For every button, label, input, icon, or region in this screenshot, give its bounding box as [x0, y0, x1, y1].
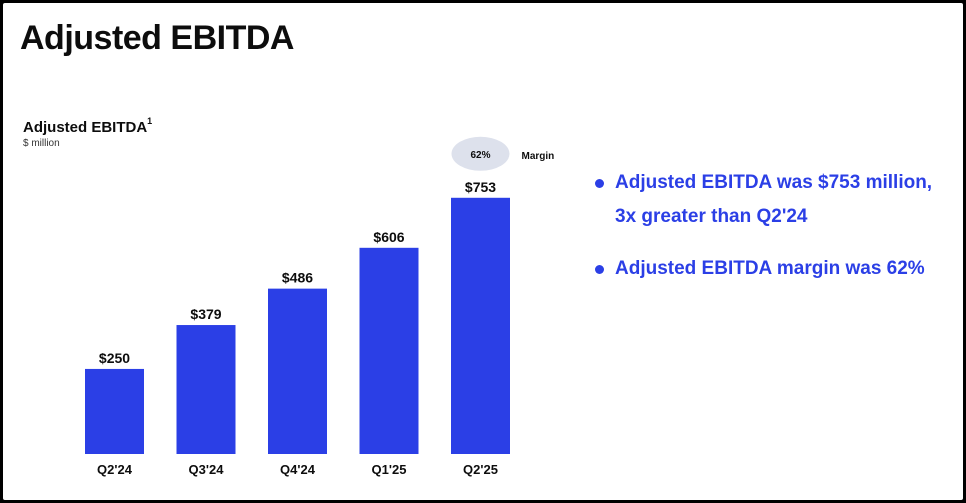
bullet-dot-icon: [595, 265, 604, 274]
chart-title-footnote: 1: [147, 116, 153, 126]
bar-2: [268, 288, 327, 454]
x-tick-label-1: Q3'24: [189, 462, 225, 477]
bullet-text: Adjusted EBITDA was $753 million, 3x gre…: [615, 172, 933, 227]
x-tick-label-0: Q2'24: [97, 462, 133, 477]
data-label-2: $486: [282, 270, 313, 286]
x-tick-label-2: Q4'24: [280, 462, 316, 477]
bullet-dot-icon: [595, 179, 604, 188]
bar-0: [85, 368, 144, 454]
chart-title-text: Adjusted EBITDA: [23, 119, 148, 136]
data-label-4: $753: [465, 179, 496, 195]
data-label-3: $606: [373, 229, 404, 245]
bar-4: [451, 197, 510, 454]
bullet-text: Adjusted EBITDA margin was 62%: [615, 258, 925, 279]
margin-badge-value: 62%: [470, 150, 490, 161]
bullet-item-ebitda: Adjusted EBITDA was $753 million, 3x gre…: [591, 166, 951, 234]
bullet-item-margin: Adjusted EBITDA margin was 62%: [591, 252, 951, 286]
x-tick-label-4: Q2'25: [463, 462, 498, 477]
chart-unit-label: $ million: [23, 138, 60, 149]
margin-label: Margin: [522, 151, 555, 162]
bar-chart: $250 Q2'24 $379 Q3'24 $486 Q4'24 $606 Q1'25 $753…: [85, 136, 555, 477]
chart-title: Adjusted EBITDA1: [23, 116, 153, 136]
slide: Adjusted EBITDA Adjusted EBITDA1 $ milli…: [3, 3, 963, 500]
data-label-0: $250: [99, 350, 130, 366]
bar-1: [176, 325, 236, 454]
bar-3: [359, 247, 419, 454]
page-title: Adjusted EBITDA: [20, 19, 294, 57]
margin-badge: [451, 136, 510, 171]
bullet-list: Adjusted EBITDA was $753 million, 3x gre…: [591, 166, 951, 304]
x-tick-label-3: Q1'25: [372, 462, 407, 477]
data-label-1: $379: [190, 306, 221, 322]
